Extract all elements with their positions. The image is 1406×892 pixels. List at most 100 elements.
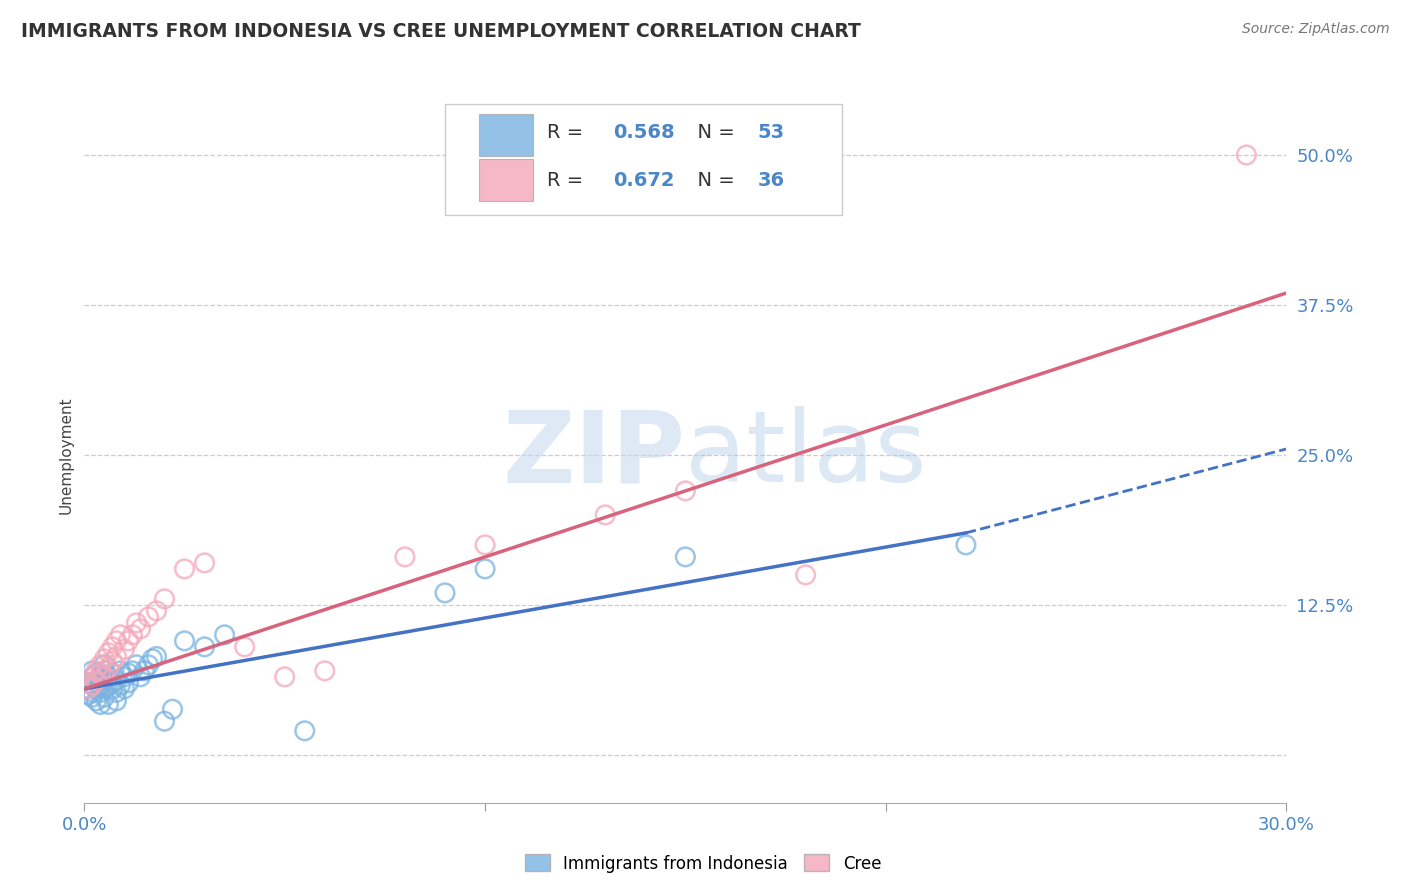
Point: [125, 657, 148, 672]
Point: [86, 694, 108, 708]
Point: [194, 640, 217, 654]
Point: [89, 685, 111, 699]
Point: [89, 678, 111, 692]
Point: [675, 549, 697, 564]
Point: [82, 678, 104, 692]
Text: IMMIGRANTS FROM INDONESIA VS CREE UNEMPLOYMENT CORRELATION CHART: IMMIGRANTS FROM INDONESIA VS CREE UNEMPL…: [21, 22, 860, 41]
Point: [93, 652, 115, 666]
Point: [153, 591, 176, 606]
Point: [675, 483, 697, 498]
Point: [97, 661, 120, 675]
Point: [101, 666, 124, 681]
Point: [82, 664, 104, 678]
Point: [93, 657, 115, 672]
Point: [162, 702, 184, 716]
Point: [114, 670, 135, 684]
Point: [86, 681, 108, 696]
Point: [82, 670, 104, 684]
Text: atlas: atlas: [686, 407, 927, 503]
Point: [434, 586, 457, 600]
Point: [86, 673, 108, 688]
Point: [110, 664, 132, 678]
Point: [114, 642, 135, 657]
Point: [394, 549, 416, 564]
Point: [474, 562, 496, 576]
Text: 0.672: 0.672: [613, 170, 675, 190]
Point: [89, 670, 111, 684]
Point: [117, 676, 139, 690]
Point: [794, 567, 817, 582]
Point: [82, 670, 104, 684]
Point: [93, 673, 115, 688]
Point: [101, 681, 124, 696]
Point: [474, 538, 496, 552]
Point: [138, 657, 160, 672]
Point: [129, 622, 152, 636]
Y-axis label: Unemployment: Unemployment: [58, 396, 73, 514]
Point: [105, 673, 128, 688]
Point: [125, 615, 148, 630]
FancyBboxPatch shape: [478, 114, 533, 156]
Point: [77, 688, 100, 702]
Point: [173, 633, 195, 648]
Point: [194, 556, 217, 570]
FancyBboxPatch shape: [446, 103, 842, 215]
Point: [1234, 148, 1257, 162]
Point: [105, 685, 128, 699]
Text: R =: R =: [547, 123, 589, 143]
Point: [121, 664, 143, 678]
Point: [314, 664, 336, 678]
Point: [214, 628, 236, 642]
Point: [274, 670, 297, 684]
Point: [97, 670, 120, 684]
Point: [114, 681, 135, 696]
Text: N =: N =: [686, 123, 741, 143]
Point: [134, 664, 156, 678]
Point: [82, 685, 104, 699]
Point: [173, 562, 195, 576]
Point: [86, 664, 108, 678]
Point: [121, 628, 143, 642]
Point: [129, 670, 152, 684]
FancyBboxPatch shape: [478, 159, 533, 201]
Text: R =: R =: [547, 170, 589, 190]
Point: [101, 654, 124, 668]
Legend: Immigrants from Indonesia, Cree: Immigrants from Indonesia, Cree: [517, 847, 889, 880]
Point: [117, 633, 139, 648]
Point: [89, 666, 111, 681]
Point: [233, 640, 256, 654]
Point: [82, 690, 104, 705]
Point: [93, 681, 115, 696]
Text: 53: 53: [758, 123, 785, 143]
Text: N =: N =: [686, 170, 741, 190]
Point: [110, 678, 132, 692]
Point: [138, 610, 160, 624]
Point: [82, 678, 104, 692]
Point: [77, 681, 100, 696]
Point: [105, 633, 128, 648]
Point: [93, 690, 115, 705]
Point: [145, 649, 167, 664]
Point: [294, 723, 316, 738]
Point: [101, 676, 124, 690]
Point: [105, 694, 128, 708]
Text: 0.568: 0.568: [613, 123, 675, 143]
Text: ZIP: ZIP: [502, 407, 686, 503]
Point: [97, 678, 120, 692]
Point: [153, 714, 176, 729]
Point: [117, 666, 139, 681]
Point: [97, 698, 120, 712]
Point: [110, 628, 132, 642]
Point: [89, 698, 111, 712]
Point: [955, 538, 977, 552]
Point: [77, 676, 100, 690]
Point: [101, 640, 124, 654]
Point: [93, 670, 115, 684]
Point: [86, 666, 108, 681]
Point: [77, 681, 100, 696]
Text: Source: ZipAtlas.com: Source: ZipAtlas.com: [1241, 22, 1389, 37]
Point: [97, 646, 120, 660]
Point: [93, 664, 115, 678]
Point: [89, 657, 111, 672]
Point: [105, 649, 128, 664]
